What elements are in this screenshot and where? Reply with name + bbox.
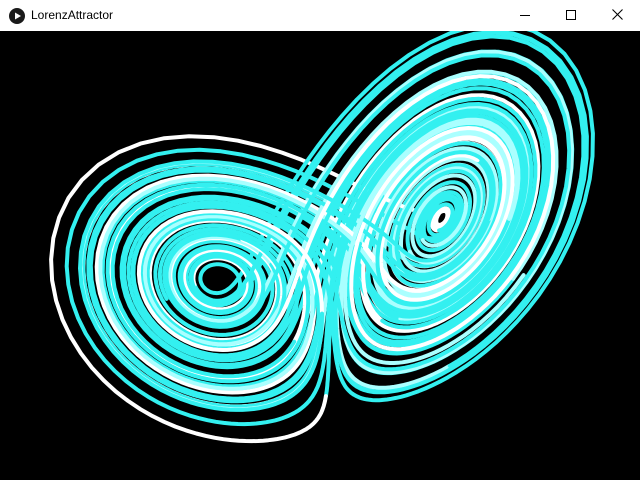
trajectory-segment bbox=[136, 74, 556, 352]
maximize-button[interactable] bbox=[548, 0, 594, 31]
trajectory-segment bbox=[380, 131, 511, 297]
window-title: LorenzAttractor bbox=[31, 8, 114, 22]
trajectory-segment bbox=[88, 102, 534, 401]
trajectory-segment bbox=[126, 53, 572, 372]
maximize-icon bbox=[566, 7, 576, 25]
trajectory-segment bbox=[105, 113, 525, 384]
trajectory-segment bbox=[343, 120, 526, 365]
sketch-canvas[interactable] bbox=[0, 31, 640, 480]
trajectory-segment bbox=[119, 78, 553, 370]
title-bar[interactable]: LorenzAttractor bbox=[0, 0, 640, 31]
trajectory-segment bbox=[86, 158, 494, 404]
lorenz-attractor-drawing bbox=[49, 31, 595, 444]
minimize-icon bbox=[520, 7, 530, 25]
trajectory-segment bbox=[81, 141, 503, 409]
trajectory-segment bbox=[405, 180, 472, 254]
trajectory-segment bbox=[78, 150, 512, 412]
trajectory-segment bbox=[64, 108, 529, 427]
minimize-button[interactable] bbox=[502, 0, 548, 31]
close-icon bbox=[611, 7, 623, 25]
processing-play-icon bbox=[9, 8, 25, 24]
trajectory-segment bbox=[131, 31, 595, 403]
close-button[interactable] bbox=[594, 0, 640, 31]
trajectory-segment bbox=[49, 134, 452, 444]
